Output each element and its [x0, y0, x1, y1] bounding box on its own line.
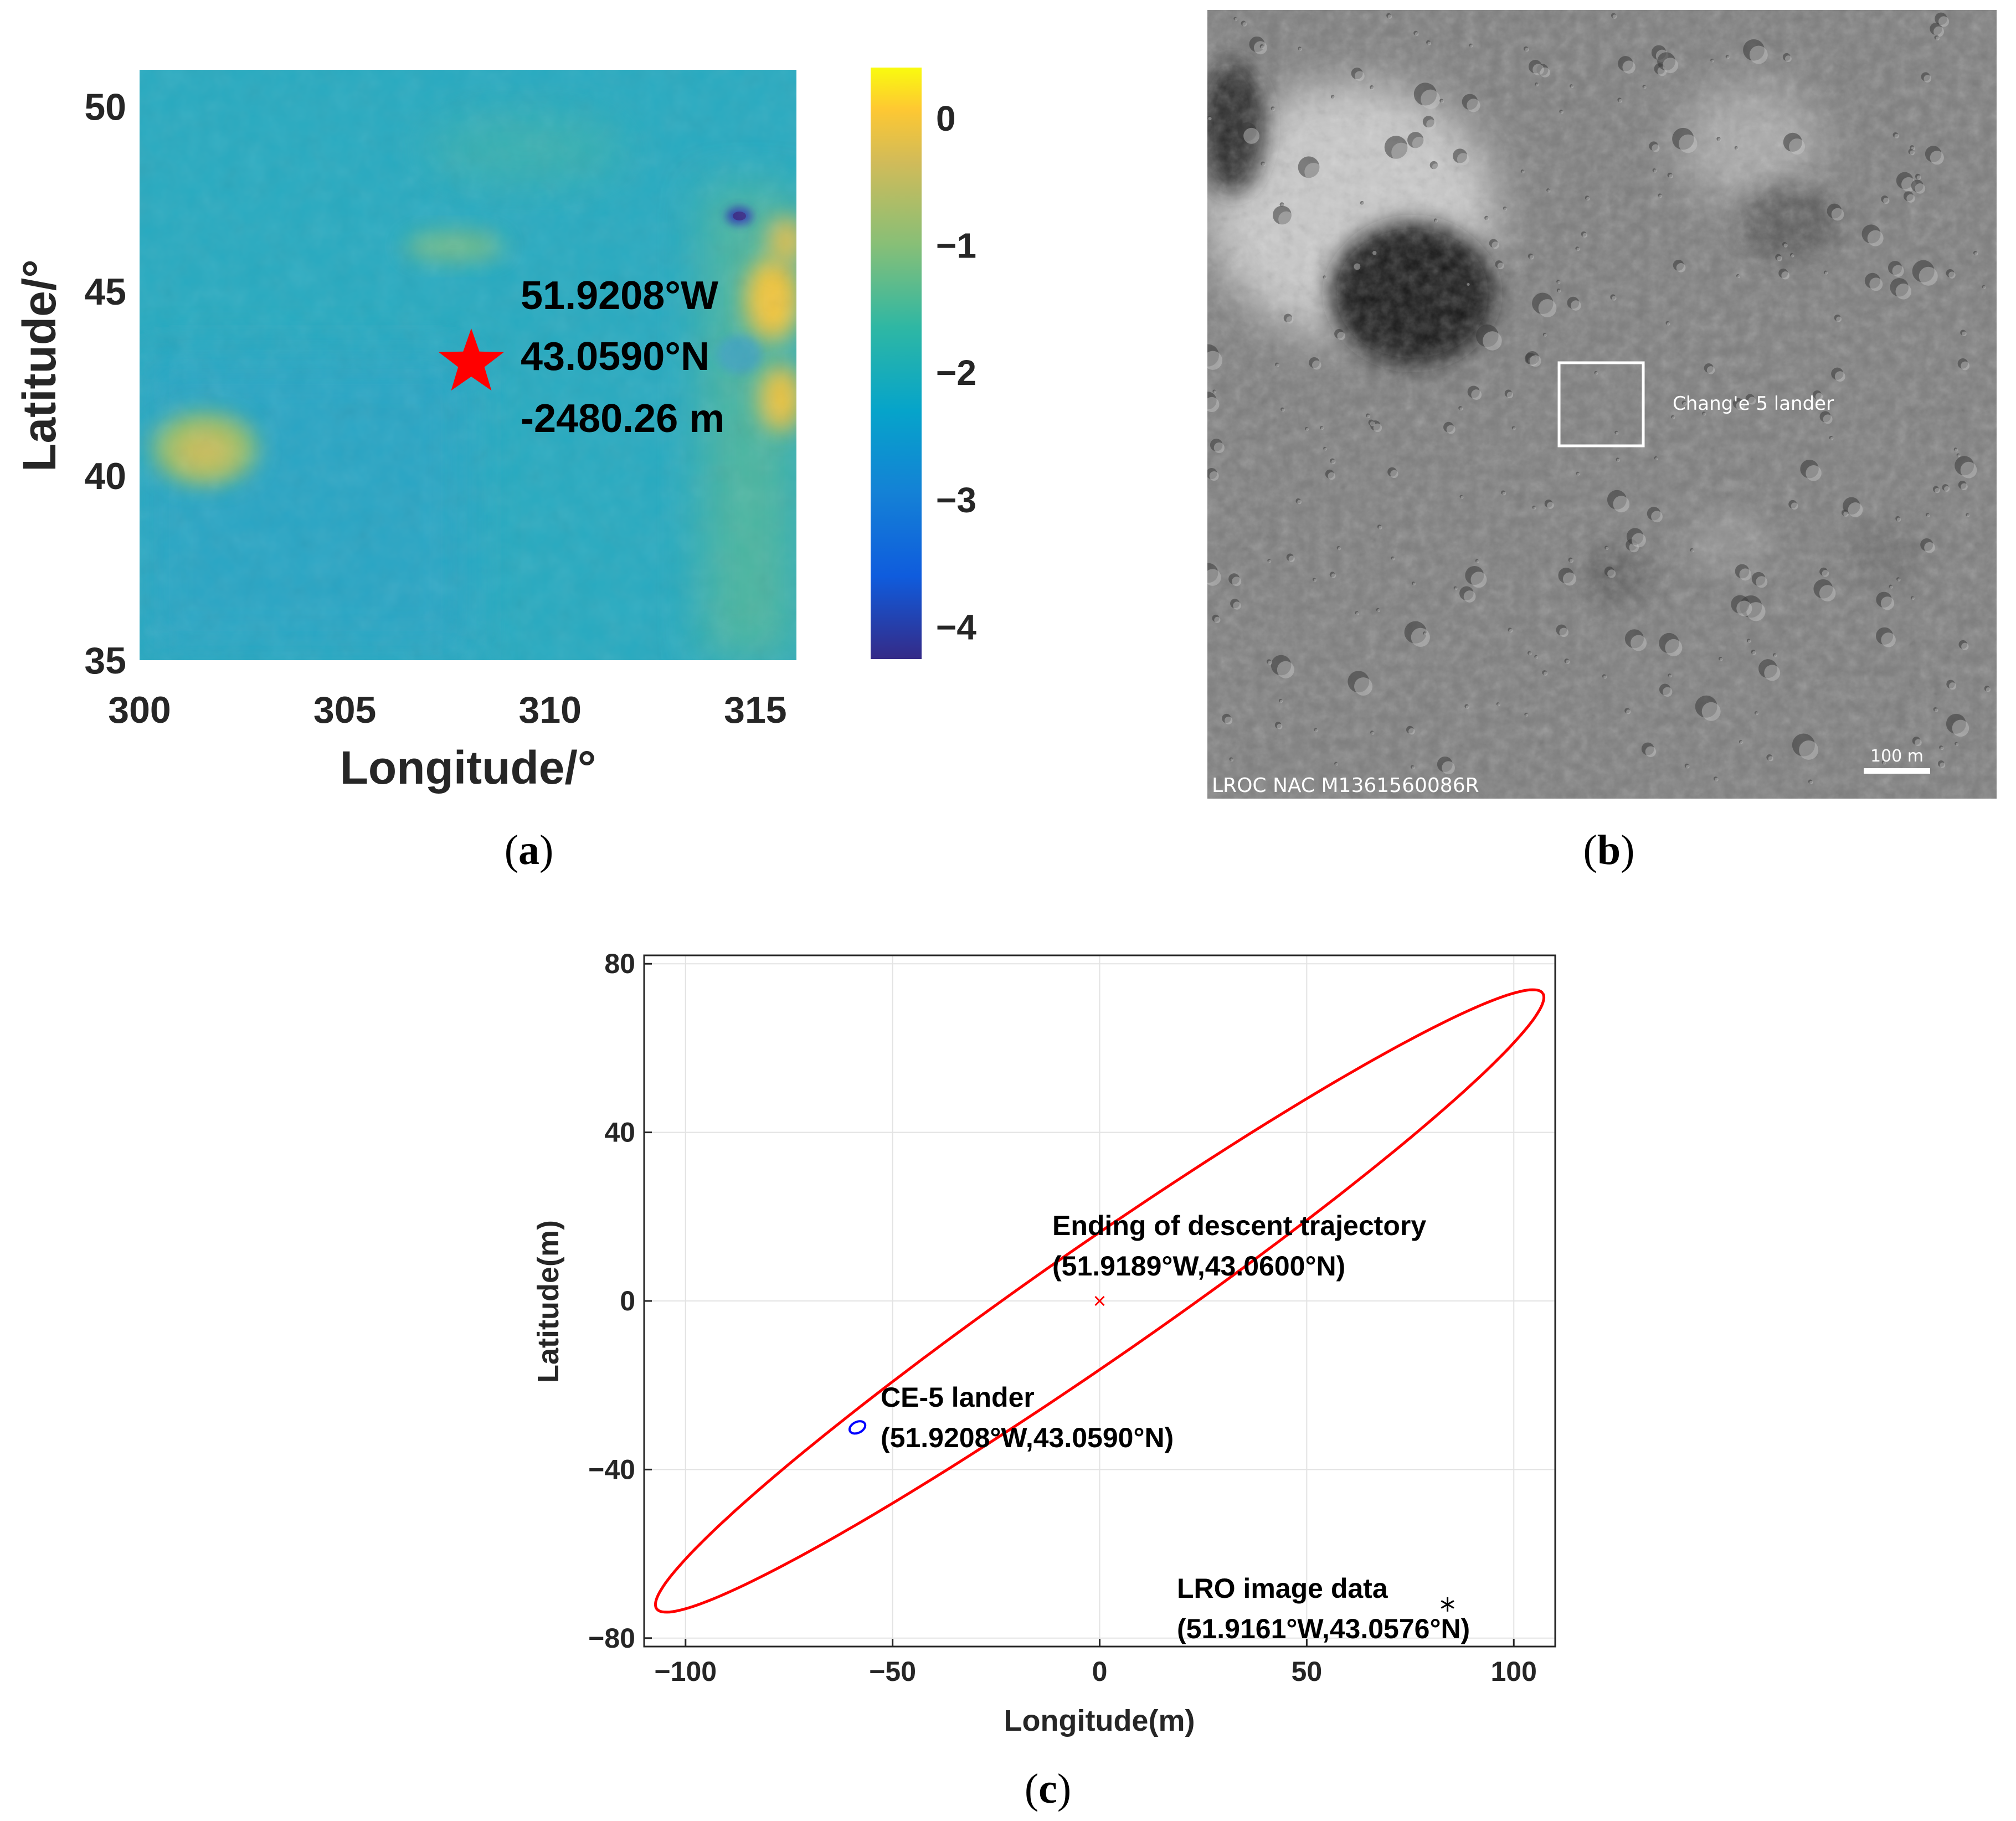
- panel-letter-c: c: [1038, 1766, 1057, 1812]
- panel-label-c: (c): [1025, 1766, 1071, 1812]
- grid: [644, 955, 1555, 1647]
- lander-coord: (51.9208°W,43.0590°N): [881, 1422, 1174, 1453]
- annotation-latitude: 43.0590°N: [521, 335, 709, 379]
- a-x-tick-label: 315: [724, 689, 786, 731]
- panel-c: −100 −50 0 50 100 80 40 0 −40 −80 Ending of desc…: [532, 948, 1556, 1812]
- c-y-tick-label: −40: [588, 1454, 635, 1485]
- a-y-tick-label: 35: [84, 640, 126, 682]
- descent-end-x-marker: [1094, 1295, 1105, 1306]
- c-x-tick-label: 50: [1292, 1656, 1323, 1687]
- colorbar-tick-label: −2: [936, 353, 976, 393]
- lander-ellipse-blue: [848, 1420, 867, 1435]
- colorbar-tick-label: −1: [936, 226, 976, 266]
- a-y-tick-label: 45: [84, 271, 126, 313]
- c-x-tick-label: −50: [869, 1656, 916, 1687]
- lunar-surface-image: [1207, 10, 1997, 799]
- uncertainty-ellipse-red: [654, 988, 1546, 1614]
- lander-label-c: CE-5 lander: [881, 1382, 1035, 1413]
- scale-bar-label: 100 m: [1870, 747, 1924, 766]
- lro-label: LRO image data: [1177, 1573, 1388, 1604]
- descent-end-label: Ending of descent trajectory: [1052, 1210, 1426, 1241]
- scale-bar: [1864, 768, 1930, 774]
- colorbar: [871, 68, 922, 659]
- panel-letter-a: a: [518, 827, 539, 873]
- c-y-tick-label: 40: [604, 1117, 635, 1148]
- c-y-tick-label: −80: [588, 1623, 635, 1654]
- lander-box: [1557, 361, 1645, 447]
- a-y-tick-label: 40: [84, 455, 126, 497]
- c-x-tick-label: 100: [1491, 1656, 1537, 1687]
- colorbar-tick-label: −3: [936, 480, 976, 520]
- a-x-tick-label: 305: [313, 689, 376, 731]
- image-credit: LROC NAC M1361560086R: [1212, 774, 1479, 797]
- colorbar-tick-label: −4: [936, 608, 976, 647]
- c-x-axis-label: Longitude(m): [1004, 1704, 1195, 1737]
- panel-label-b: (b): [1583, 827, 1635, 873]
- c-x-tick-label: −100: [654, 1656, 717, 1687]
- a-y-tick-label: 50: [84, 86, 126, 128]
- a-x-tick-label: 300: [108, 689, 171, 731]
- panel-label-a: (a): [505, 827, 554, 873]
- a-y-axis-label: Latitude/°: [13, 259, 65, 472]
- colorbar-tick-label: 0: [936, 99, 956, 138]
- c-y-axis-label: Latitude(m): [532, 1220, 565, 1383]
- c-x-tick-label: 0: [1092, 1656, 1108, 1687]
- panel-b: Chang'e 5 lander 100 m LROC NAC M1361560…: [1207, 10, 1997, 873]
- a-x-axis-label: Longitude/°: [340, 742, 596, 794]
- lander-label: Chang'e 5 lander: [1673, 393, 1834, 415]
- elevation-map: [140, 70, 796, 660]
- annotation-longitude: 51.9208°W: [521, 274, 718, 318]
- panel-a: 300 305 310 315 35 40 45 50 0 −1 −2 −3 −4 51.9208°…: [13, 68, 976, 873]
- descent-end-coord: (51.9189°W,43.0600°N): [1052, 1251, 1345, 1282]
- panel-letter-b: b: [1597, 827, 1621, 873]
- landing-site-star: [439, 328, 504, 391]
- lro-star-marker: [1441, 1597, 1454, 1612]
- a-x-tick-label: 310: [519, 689, 582, 731]
- c-y-tick-label: 80: [604, 948, 635, 979]
- annotation-elevation: -2480.26 m: [521, 397, 724, 441]
- lro-coord: (51.9161°W,43.0576°N): [1177, 1613, 1470, 1644]
- c-y-tick-label: 0: [620, 1285, 635, 1316]
